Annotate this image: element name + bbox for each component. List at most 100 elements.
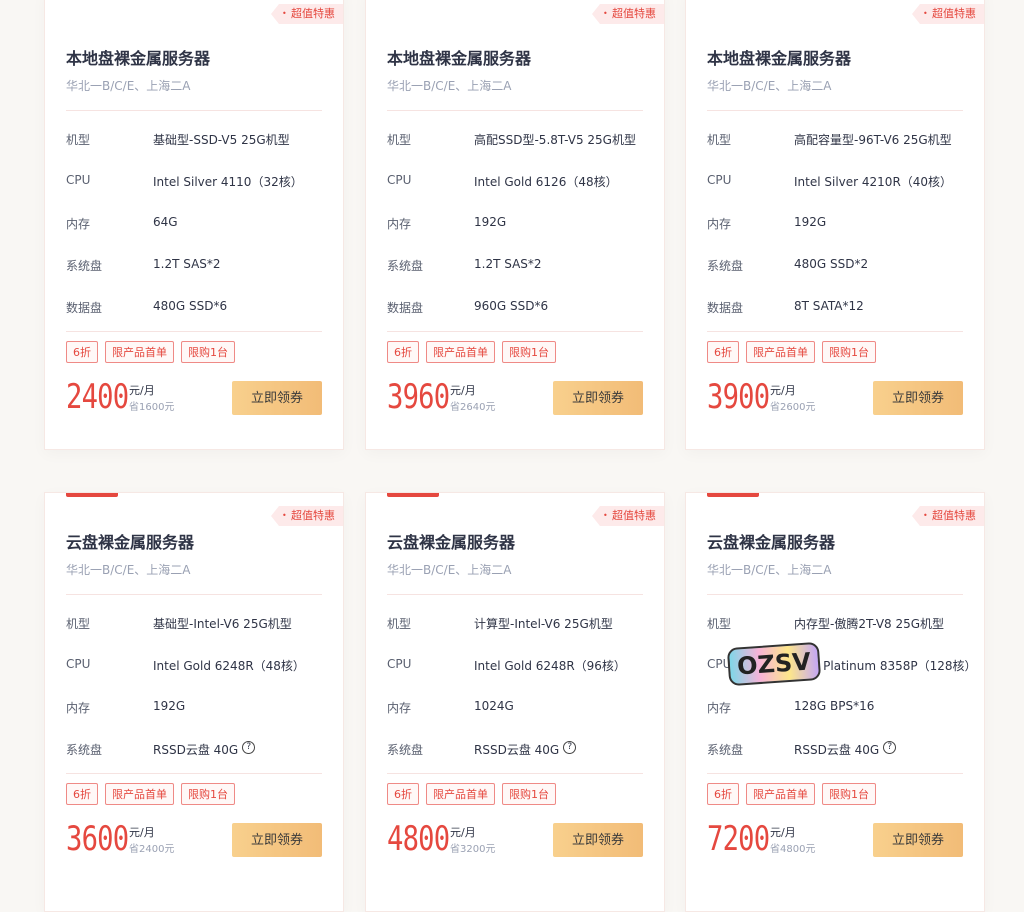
promo-tag: 6折: [66, 783, 98, 805]
spec-value: Intel Platinum 8358P（128核）: [792, 659, 977, 673]
divider: [707, 773, 963, 774]
promo-tag: 限购1台: [502, 783, 556, 805]
claim-coupon-button[interactable]: 立即领券: [873, 823, 963, 857]
savings: 省2600元: [770, 401, 816, 413]
product-card: 超值特惠 本地盘裸金属服务器 华北一B/C/E、上海二A 机型 基础型-SSD-V…: [44, 0, 344, 450]
help-icon[interactable]: ?: [242, 741, 256, 754]
price-value: 3900: [707, 377, 770, 417]
promo-tag: 6折: [387, 341, 419, 363]
spec-label: 系统盘: [707, 743, 744, 757]
promo-tag: 限产品首单: [426, 341, 495, 363]
spec-label: 内存: [66, 217, 91, 231]
divider: [387, 331, 643, 332]
claim-coupon-button[interactable]: 立即领券: [232, 381, 322, 415]
spec-row-data: 数据盘 8T SATA*12: [707, 299, 974, 316]
promo-tag: 限产品首单: [746, 341, 815, 363]
spec-row-mem: 内存 64G: [66, 215, 333, 232]
spec-label: CPU: [707, 657, 732, 671]
price-value: 3960: [387, 377, 450, 417]
price-value: 7200: [707, 819, 770, 859]
tag-list: 6折 限产品首单 限购1台: [707, 783, 876, 805]
divider: [66, 110, 322, 111]
spec-label: 系统盘: [387, 259, 424, 273]
claim-coupon-button[interactable]: 立即领券: [873, 381, 963, 415]
divider: [387, 594, 643, 595]
price-value: 3600: [66, 819, 129, 859]
help-icon[interactable]: ?: [563, 741, 577, 754]
spec-label: CPU: [66, 657, 91, 671]
spec-row-mem: 内存 192G: [707, 215, 974, 232]
spec-label: 数据盘: [66, 301, 103, 315]
price-value: 4800: [387, 819, 450, 859]
price-unit: 元/月: [129, 383, 155, 397]
price-unit: 元/月: [450, 383, 476, 397]
spec-label: 机型: [387, 133, 412, 147]
price: 4800 元/月 省3200元: [387, 819, 495, 859]
spec-value: 960G SSD*6: [474, 299, 549, 313]
price-unit: 元/月: [770, 383, 796, 397]
spec-value: 192G: [474, 215, 507, 229]
promo-tag: 6折: [707, 341, 739, 363]
spec-row-mem: 内存 192G: [66, 699, 333, 716]
savings: 省1600元: [129, 401, 175, 413]
price-unit: 元/月: [450, 825, 476, 839]
card-title: 本地盘裸金属服务器: [707, 49, 852, 68]
promo-tag: 限产品首单: [105, 341, 174, 363]
card-title: 云盘裸金属服务器: [387, 533, 516, 552]
divider: [66, 773, 322, 774]
price: 2400 元/月省1600元: [66, 377, 174, 417]
spec-value: 8T SATA*12: [794, 299, 864, 313]
spec-row-sys: 系统盘 RSSD云盘 40G?: [707, 741, 974, 758]
spec-row-cpu: CPU Intel Gold 6248R（96核）: [387, 657, 654, 674]
divider: [66, 331, 322, 332]
spec-value: 1.2T SAS*2: [153, 257, 221, 271]
card-title: 云盘裸金属服务器: [66, 533, 195, 552]
divider: [387, 110, 643, 111]
spec-row-sys: 系统盘 1.2T SAS*2: [66, 257, 333, 274]
spec-row-model: 机型 计算型-Intel-V6 25G机型: [387, 615, 654, 632]
spec-label: CPU: [387, 657, 412, 671]
spec-label: 机型: [387, 617, 412, 631]
divider: [707, 594, 963, 595]
price: 3600 元/月 省2400元: [66, 819, 174, 859]
card-region: 华北一B/C/E、上海二A: [66, 563, 191, 577]
spec-label: 数据盘: [387, 301, 424, 315]
spec-row-sys: 系统盘 RSSD云盘 40G?: [387, 741, 654, 758]
spec-row-model: 机型 高配SSD型-5.8T-V5 25G机型: [387, 131, 654, 148]
spec-row-cpu: CPU Intel Gold 6126（48核）: [387, 173, 654, 190]
savings: 省4800元: [770, 843, 816, 855]
claim-coupon-button[interactable]: 立即领券: [232, 823, 322, 857]
claim-coupon-button[interactable]: 立即领券: [553, 823, 643, 857]
spec-row-sys: 系统盘 RSSD云盘 40G?: [66, 741, 333, 758]
spec-label: 内存: [66, 701, 91, 715]
divider: [707, 331, 963, 332]
spec-row-cpu: CPU Intel Platinum 8358P（128核）: [707, 657, 977, 674]
card-accent: [387, 493, 439, 497]
product-card: 超值特惠 云盘裸金属服务器 华北一B/C/E、上海二A 机型 计算型-Intel-…: [365, 492, 665, 912]
spec-value: Intel Gold 6248R（48核）: [153, 659, 305, 673]
price: 3900 元/月省2600元: [707, 377, 815, 417]
help-icon[interactable]: ?: [883, 741, 897, 754]
spec-label: 机型: [66, 133, 91, 147]
deal-ribbon: 超值特惠: [912, 506, 984, 526]
spec-value: 基础型-Intel-V6 25G机型: [153, 617, 292, 631]
spec-row-sys: 系统盘 1.2T SAS*2: [387, 257, 654, 274]
spec-value: 1.2T SAS*2: [474, 257, 542, 271]
product-card: 超值特惠 云盘裸金属服务器 华北一B/C/E、上海二A 机型 内存型-傲腾2T-V…: [685, 492, 985, 912]
product-card: 超值特惠 云盘裸金属服务器 华北一B/C/E、上海二A 机型 基础型-Intel-…: [44, 492, 344, 912]
spec-value: 192G: [153, 699, 186, 713]
price-value: 2400: [66, 377, 129, 417]
promo-tag: 限购1台: [181, 783, 235, 805]
promo-tag: 限产品首单: [426, 783, 495, 805]
claim-coupon-button[interactable]: 立即领券: [553, 381, 643, 415]
card-accent: [707, 493, 759, 497]
spec-row-mem: 内存 1024G: [387, 699, 654, 716]
spec-label: 机型: [66, 617, 91, 631]
spec-row-model: 机型 高配容量型-96T-V6 25G机型: [707, 131, 974, 148]
promo-tag: 6折: [387, 783, 419, 805]
spec-label: 机型: [707, 133, 732, 147]
spec-label: CPU: [707, 173, 732, 187]
card-title: 本地盘裸金属服务器: [387, 49, 532, 68]
tag-list: 6折 限产品首单 限购1台: [66, 783, 235, 805]
savings: 省2400元: [129, 843, 175, 855]
